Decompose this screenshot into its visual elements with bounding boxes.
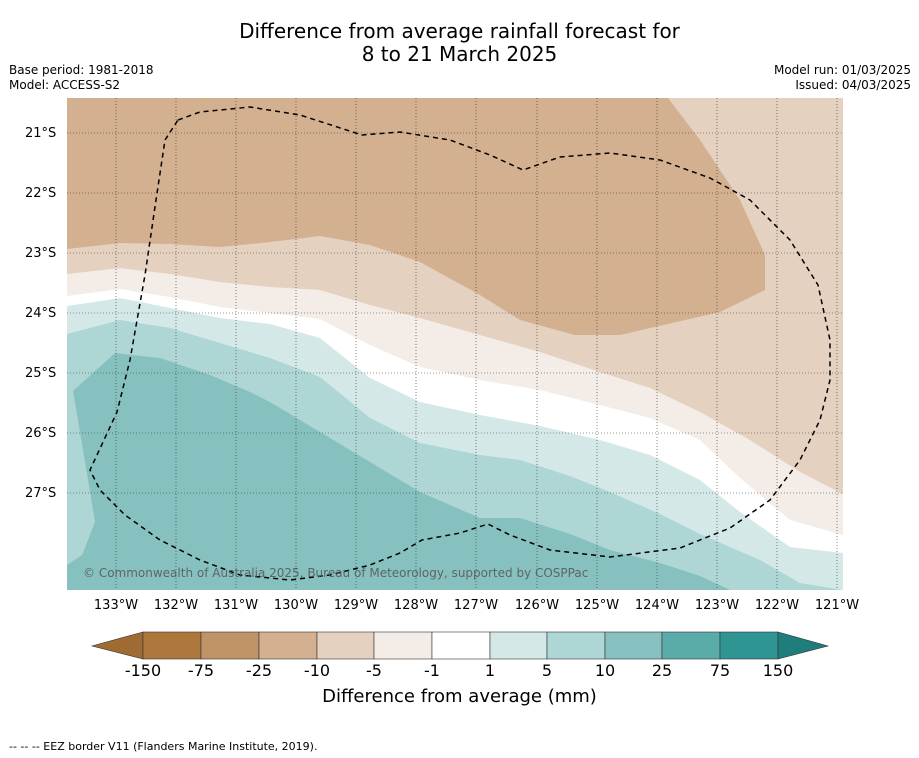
colorbar-segment-11 — [719, 631, 779, 660]
copyright-notice: © Commonwealth of Australia 2025, Bureau… — [83, 566, 589, 580]
lat-label-22: 22°S — [25, 186, 57, 201]
colorbar-tick-8: 10 — [594, 661, 616, 680]
model-run-label: Model run: 01/03/2025 — [773, 63, 911, 77]
colorbar-tick-0: -150 — [124, 661, 162, 680]
colorbar-segment-4 — [316, 631, 375, 660]
forecast-contours — [67, 98, 843, 590]
lon-label-132: 132°W — [153, 598, 199, 613]
colorbar-segment-9 — [604, 631, 663, 660]
eez-border — [89, 106, 831, 581]
colorbar-tick-2: -25 — [245, 661, 273, 680]
base-period-label: Base period: 1981-2018 — [9, 63, 154, 77]
colorbar-tick-3: -10 — [303, 661, 331, 680]
colorbar-tick-1: -75 — [187, 661, 215, 680]
colorbar-title: Difference from average (mm) — [322, 686, 597, 707]
colorbar-segment-7 — [489, 631, 548, 660]
colorbar-tick-11: 150 — [762, 661, 794, 680]
lat-label-24: 24°S — [25, 306, 57, 321]
lon-label-131: 131°W — [213, 598, 259, 613]
colorbar-tick-6: 1 — [484, 661, 496, 680]
lon-label-127: 127°W — [453, 598, 499, 613]
colorbar-segment-6 — [431, 631, 491, 660]
band-10-to-25-west — [67, 391, 95, 565]
lon-label-133: 133°W — [93, 598, 139, 613]
issued-label: Issued: 04/03/2025 — [795, 78, 911, 92]
colorbar-tick-9: 25 — [651, 661, 673, 680]
lon-label-121: 121°W — [814, 598, 860, 613]
colorbar-segment-5 — [373, 631, 433, 660]
colorbar-tick-4: -5 — [366, 661, 382, 680]
colorbar-segment-10 — [661, 631, 721, 660]
colorbar — [90, 631, 830, 660]
lon-label-124: 124°W — [634, 598, 680, 613]
colorbar-segment-2 — [200, 631, 260, 660]
colorbar-tick-5: -1 — [424, 661, 440, 680]
lat-label-23: 23°S — [25, 246, 57, 261]
colorbar-extend-low — [90, 631, 144, 660]
chart-title-line1: Difference from average rainfall forecas… — [239, 19, 680, 43]
chart-title-line2: 8 to 21 March 2025 — [361, 42, 558, 66]
lon-label-130: 130°W — [273, 598, 319, 613]
lat-label-27: 27°S — [25, 486, 57, 501]
colorbar-tick-10: 75 — [709, 661, 731, 680]
lon-label-128: 128°W — [393, 598, 439, 613]
band-10-to-25 — [67, 353, 730, 590]
colorbar-segment-8 — [546, 631, 606, 660]
colorbar-extend-high — [777, 631, 830, 660]
colorbar-segment-1 — [142, 631, 202, 660]
model-label: Model: ACCESS-S2 — [9, 78, 121, 92]
band-minus25-to-minus10 — [67, 98, 765, 335]
lon-label-125: 125°W — [574, 598, 620, 613]
lon-label-122: 122°W — [754, 598, 800, 613]
eez-footnote: -- -- -- EEZ border V11 (Flanders Marine… — [9, 740, 318, 753]
lat-label-25: 25°S — [25, 366, 57, 381]
grid-lines — [67, 98, 843, 590]
lat-label-21: 21°S — [25, 126, 57, 141]
lat-label-26: 26°S — [25, 426, 57, 441]
lon-label-123: 123°W — [694, 598, 740, 613]
lon-label-129: 129°W — [333, 598, 379, 613]
colorbar-segment-3 — [258, 631, 318, 660]
lon-label-126: 126°W — [514, 598, 560, 613]
colorbar-tick-7: 5 — [541, 661, 553, 680]
